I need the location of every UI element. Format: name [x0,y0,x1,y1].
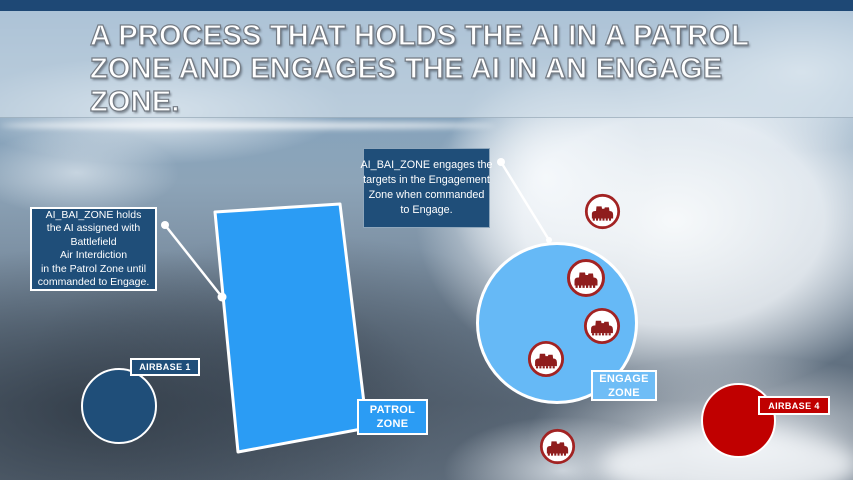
note-patrol-hold: AI_BAI_ZONE holds the AI assigned with B… [30,207,157,291]
tank-icon [566,258,606,298]
note-line: AI_BAI_ZONE engages the [360,159,493,171]
top-bar [0,0,853,11]
engage-zone-label-line: ZONE [608,386,640,399]
patrol-zone-label-line: PATROL [369,404,416,416]
slide-title-line: ZONE AND ENGAGES THE AI IN AN ENGAGE [89,52,723,85]
airbase4-shape [701,383,776,458]
note-line: targets in the Engagement [363,174,490,186]
slide-title-line: A PROCESS THAT HOLDS THE AI IN A PATROL [89,19,750,52]
note-line: Battlefield [70,235,117,248]
airbase1-shape [81,368,157,444]
note-line: the AI assigned with [46,222,141,234]
airbase4-label-text: AIRBASE 4 [768,400,820,411]
slide-title-line: ZONE. [89,85,180,118]
page-title: A PROCESS THAT HOLDS THE AI IN A PATROL … [89,19,830,119]
tank-icon [539,428,576,465]
patrol-zone-shape [213,202,369,454]
airbase4-label: AIRBASE 4 [758,396,830,415]
note-line: Air Interdiction [59,249,128,261]
tank-icon [584,193,621,230]
airbase1-label: AIRBASE 1 [130,358,200,376]
engage-zone-label-line: ENGAGE [599,372,649,385]
callout-dot [497,158,505,166]
callout-line-patrol [164,224,223,298]
note-line: AI_BAI_ZONE holds [45,208,142,221]
patrol-zone-label-line: ZONE [376,418,409,430]
callout-dot [546,237,552,243]
note-engage: AI_BAI_ZONE engages the targets in the E… [360,148,493,228]
callout-dot [161,221,169,229]
note-line: Zone when commanded [368,189,485,201]
patrol-zone-label: PATROL ZONE [357,399,428,435]
engage-zone-label: ENGAGE ZONE [591,370,657,401]
cloud-streak [0,122,495,129]
note-line: commanded to Engage. [37,276,150,288]
callout-dot [217,292,227,302]
title-band [0,11,853,118]
note-line: to Engage. [400,204,453,216]
tank-icon [527,340,565,378]
tank-icon [583,307,621,345]
note-line: in the Patrol Zone until [40,262,147,275]
callout-line-engage [499,161,551,241]
airbase1-label-text: AIRBASE 1 [139,362,191,372]
